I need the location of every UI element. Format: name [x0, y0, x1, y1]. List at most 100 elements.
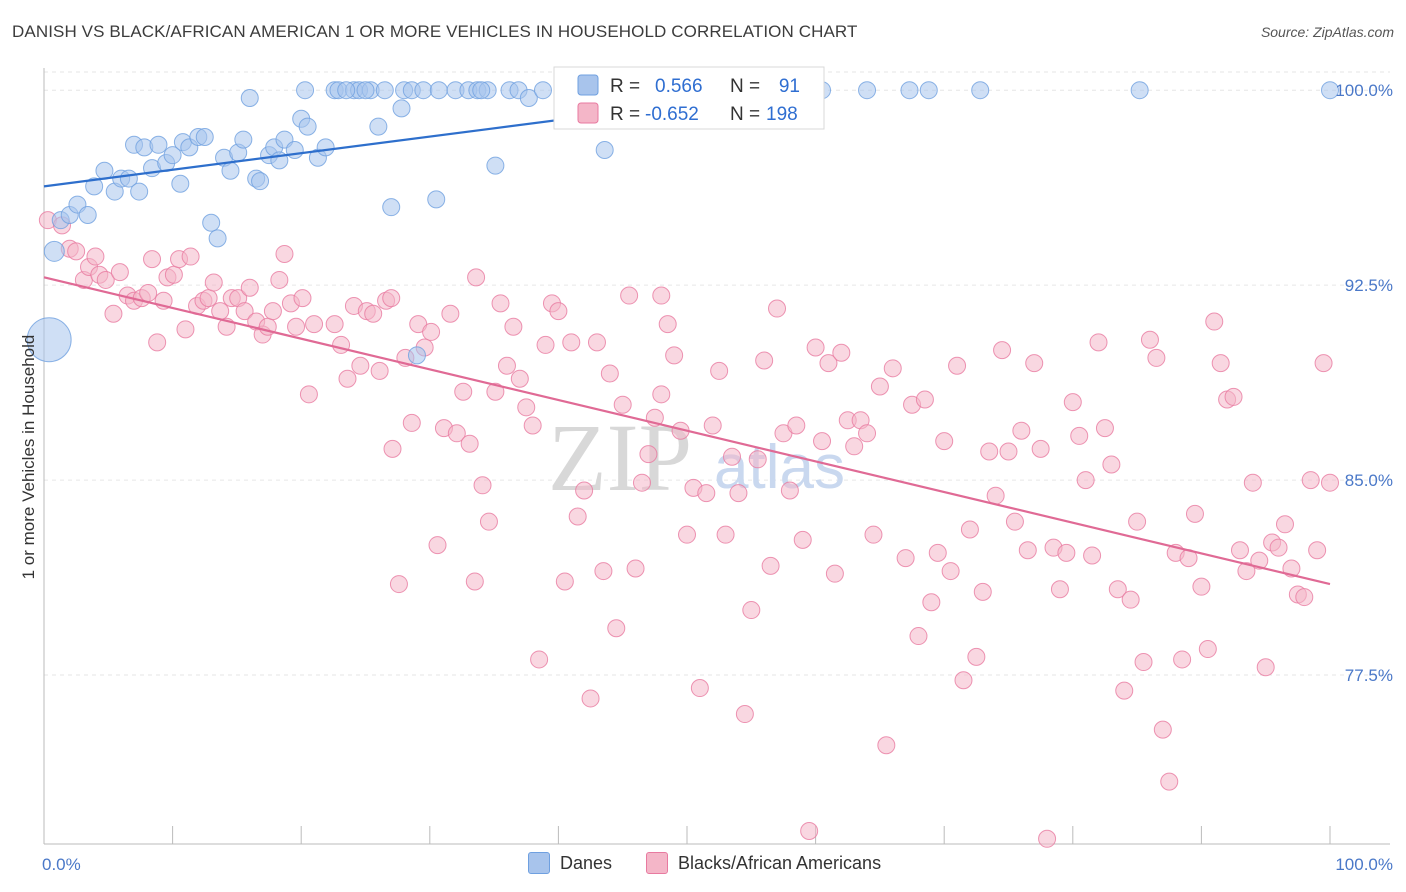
blacks-point [510, 369, 529, 388]
blacks-point [96, 270, 115, 289]
blacks-point [780, 481, 799, 500]
blacks-point [864, 525, 883, 544]
blacks-point [1295, 588, 1314, 607]
blacks-point [703, 416, 722, 435]
blacks-point [1301, 471, 1320, 490]
blacks-point [1173, 650, 1192, 669]
blacks-point [181, 247, 200, 266]
blacks-point [1134, 653, 1153, 672]
blacks-point [948, 356, 967, 375]
danes-point [427, 190, 446, 209]
blacks-point [819, 354, 838, 373]
blacks-point [1018, 541, 1037, 560]
legend-swatch-danes [528, 852, 550, 874]
danes-point [234, 130, 253, 149]
danes-point [486, 156, 505, 175]
blacks-point [858, 424, 877, 443]
blacks-point [960, 520, 979, 539]
blacks-point [896, 549, 915, 568]
blacks-point [993, 341, 1012, 360]
stats-n-value-danes: 91 [779, 76, 800, 97]
blacks-point [1095, 419, 1114, 438]
blacks-point [761, 556, 780, 575]
series-blacks-african-americans [38, 211, 1339, 848]
blacks-point [1128, 512, 1147, 531]
blacks-point [293, 289, 312, 308]
blacks-point [555, 572, 574, 591]
danes-point [407, 346, 426, 365]
blacks-point [1243, 473, 1262, 492]
stats-swatch-blacks [577, 102, 599, 124]
blacks-point [299, 385, 318, 404]
y-axis-label: 1 or more Vehicles in Household [19, 335, 38, 580]
danes-point [163, 146, 182, 165]
danes-point [519, 88, 538, 107]
blacks-point [1224, 387, 1243, 406]
blacks-point [723, 447, 742, 466]
watermark-zip: ZIP [548, 404, 692, 511]
y-tick-label: 85.0% [1345, 471, 1393, 490]
danes-point [208, 229, 227, 248]
blacks-point [338, 369, 357, 388]
blacks-point [967, 647, 986, 666]
blacks-point [1025, 354, 1044, 373]
blacks-point [454, 382, 473, 401]
blacks-point [164, 265, 183, 284]
blacks-point [1321, 473, 1339, 492]
blacks-point [716, 525, 735, 544]
blacks-point [928, 543, 947, 562]
blacks-point [465, 572, 484, 591]
blacks-point [1108, 580, 1127, 599]
blacks-point [652, 286, 671, 305]
danes-point [369, 117, 388, 136]
danes-point [240, 88, 259, 107]
blacks-point [980, 442, 999, 461]
blacks-point [581, 689, 600, 708]
blacks-point [67, 242, 86, 261]
blacks-point [460, 434, 479, 453]
blacks-point [1205, 312, 1224, 331]
danes-point [1321, 81, 1339, 100]
stats-n-value-blacks: 198 [766, 104, 798, 125]
blacks-point [620, 286, 639, 305]
blacks-point [1063, 393, 1082, 412]
legend-item-blacks[interactable]: Blacks/African Americans [646, 852, 881, 874]
blacks-point [263, 302, 282, 321]
blacks-point [1256, 658, 1275, 677]
bottom-legend: Danes Blacks/African Americans [0, 850, 1406, 880]
blacks-point [486, 382, 505, 401]
blacks-point [1038, 829, 1057, 848]
blacks-point [877, 736, 896, 755]
blacks-point [530, 650, 549, 669]
blacks-point [1308, 541, 1327, 560]
blacks-point [1198, 640, 1217, 659]
stats-swatch-danes [577, 74, 599, 96]
chart-source: Source: ZipAtlas.com [1260, 24, 1394, 40]
danes-point [202, 213, 221, 232]
blacks-point [915, 390, 934, 409]
blacks-point [1140, 330, 1159, 349]
danes-point [251, 172, 270, 191]
blacks-point [909, 627, 928, 646]
blacks-point [626, 559, 645, 578]
blacks-point [1102, 455, 1121, 474]
blacks-point [710, 361, 729, 380]
blacks-point [497, 356, 516, 375]
legend-item-danes[interactable]: Danes [528, 852, 612, 874]
stats-legend: R = 0.566 N = 91 R = -0.652 N = 198 [553, 66, 825, 130]
danes-point [298, 117, 317, 136]
legend-label-danes: Danes [560, 852, 613, 873]
danes-point [285, 140, 304, 159]
blacks-point [1160, 772, 1179, 791]
blacks-point [787, 416, 806, 435]
blacks-point [1076, 471, 1095, 490]
danes-point [356, 81, 375, 100]
blacks-point [755, 351, 774, 370]
blacks-point [1050, 580, 1069, 599]
blacks-point [473, 476, 492, 495]
blacks-point [575, 481, 594, 500]
blacks-point [986, 486, 1005, 505]
danes-point [392, 99, 411, 118]
danes-point [171, 174, 190, 193]
blacks-point [954, 671, 973, 690]
